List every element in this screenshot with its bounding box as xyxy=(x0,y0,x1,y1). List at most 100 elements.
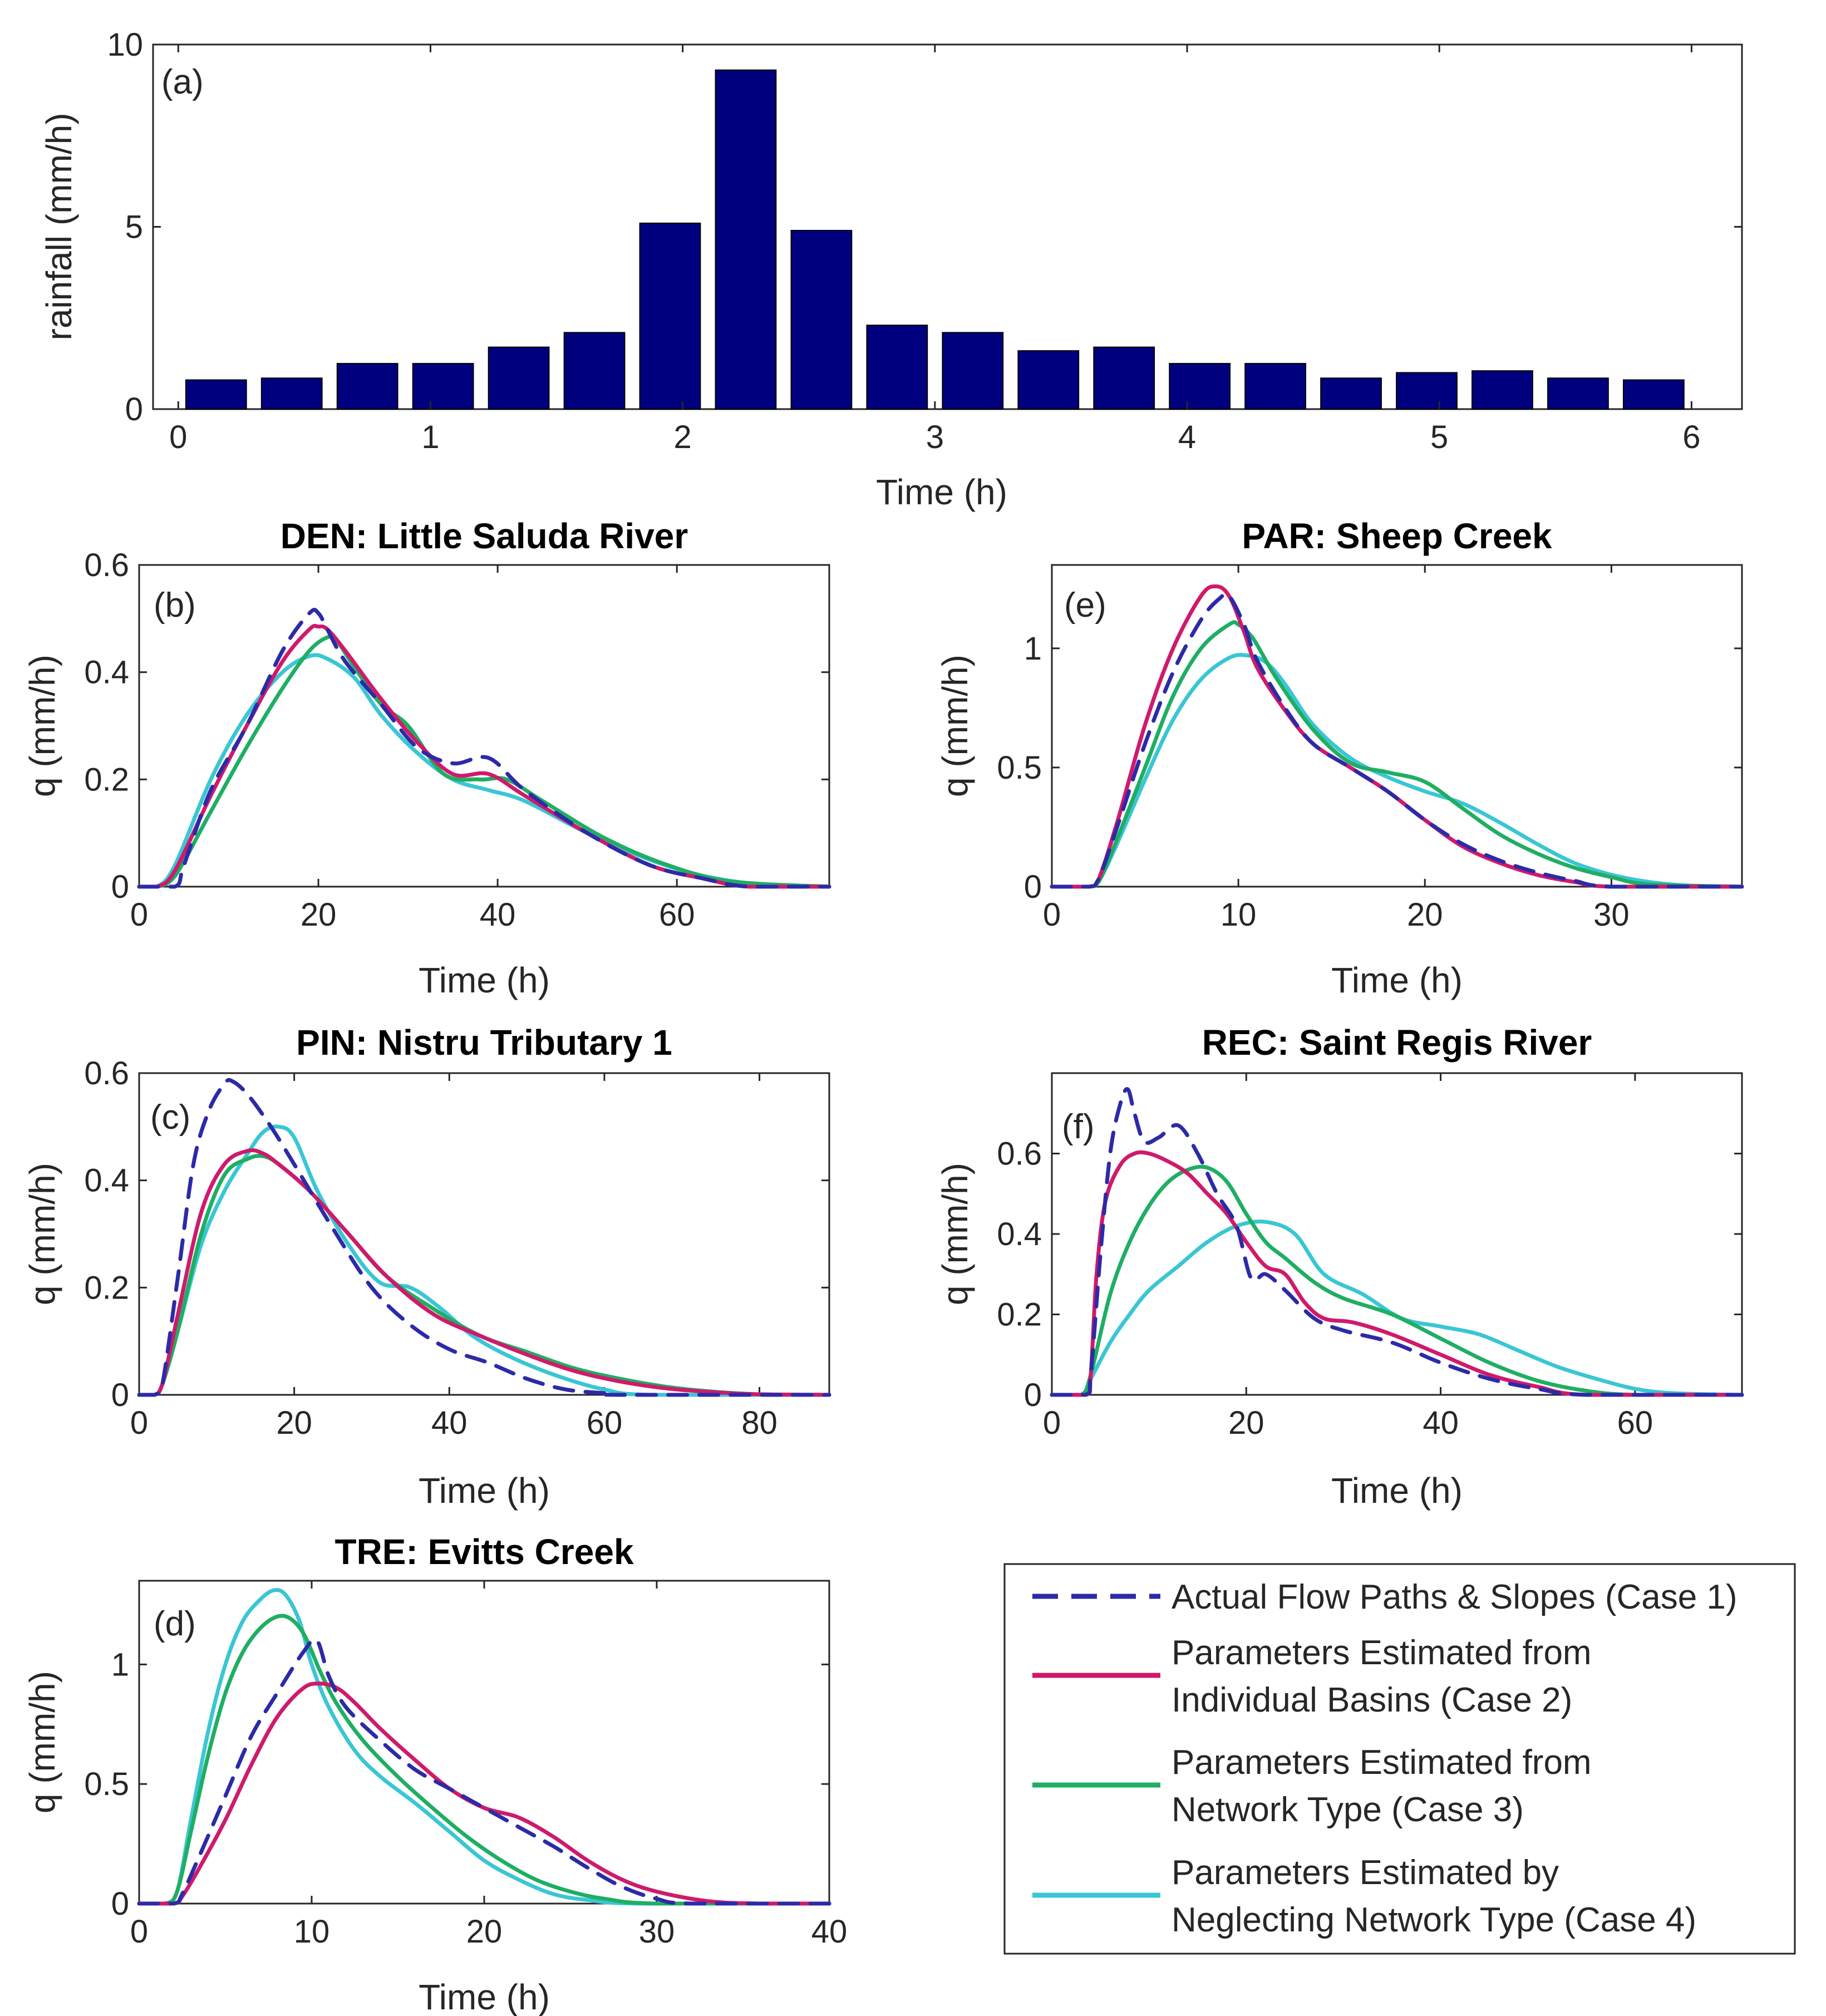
x-tick-label: 0 xyxy=(1043,1405,1061,1441)
panel-f-label: (f) xyxy=(1062,1108,1095,1146)
panel-f-title: REC: Saint Regis River xyxy=(1202,1022,1592,1063)
panel-b-ticks: 0 20 40 60 0 0.2 0.4 0.6 xyxy=(84,547,829,933)
rainfall-bar xyxy=(1244,363,1307,410)
rainfall-bar xyxy=(1017,350,1080,410)
rainfall-bar xyxy=(488,346,550,410)
panel-f-series xyxy=(1050,1087,1744,1397)
x-tick-label: 20 xyxy=(1228,1405,1264,1441)
panel-c-title: PIN: Nistru Tributary 1 xyxy=(296,1022,672,1063)
panel-c-series xyxy=(137,1078,831,1397)
rainfall-bars xyxy=(185,69,1685,410)
panel-c-axes-box xyxy=(138,1072,830,1396)
panel-e-ticks: 0 10 20 30 0 0.5 1 xyxy=(997,565,1742,933)
panel-d-label: (d) xyxy=(154,1605,196,1643)
panel-c-ticks: 0 20 40 60 80 0 0.2 0.4 0.6 xyxy=(84,1055,829,1441)
panel-e-par: PAR: Sheep Creek 0 10 20 30 0 0.5 1 (e) Time (… xyxy=(935,516,1744,1000)
rainfall-bar xyxy=(1396,372,1458,410)
x-tick-label: 30 xyxy=(1593,897,1630,933)
y-tick-label: 0.5 xyxy=(997,750,1042,786)
x-tick-label: 60 xyxy=(587,1405,623,1441)
y-tick-label: 0.6 xyxy=(84,1055,129,1091)
panel-d-axes-box xyxy=(138,1580,830,1905)
series-line-case1 xyxy=(137,1078,831,1397)
series-line-case4 xyxy=(137,1588,831,1906)
rainfall-bar xyxy=(1093,346,1155,410)
series-line-case1 xyxy=(1050,592,1744,889)
legend-label-case4-line1: Parameters Estimated by xyxy=(1172,1853,1559,1892)
rainfall-bar xyxy=(185,379,247,410)
rainfall-bar xyxy=(260,377,323,410)
x-tick-label: 0 xyxy=(130,1914,148,1950)
rainfall-bar xyxy=(790,230,853,410)
panel-b-axes-box xyxy=(138,564,830,888)
panel-b-label: (b) xyxy=(154,586,196,625)
legend-label-case4-line2: Neglecting Network Type (Case 4) xyxy=(1172,1901,1696,1939)
panel-d-ticks: 0 10 20 30 40 0 0.5 1 xyxy=(84,1581,847,1950)
rainfall-bar xyxy=(563,332,626,410)
legend-label-case2-line1: Parameters Estimated from xyxy=(1172,1634,1592,1672)
panel-c-pin: PIN: Nistru Tributary 1 0 20 40 60 80 0 0.2 0.4… xyxy=(22,1022,831,1511)
panel-e-axes-box xyxy=(1051,564,1743,888)
panel-a-ticks: 0 1 2 3 4 5 6 0 5 10 xyxy=(107,27,1742,455)
y-tick-label: 0.6 xyxy=(997,1136,1042,1172)
series-line-case1 xyxy=(137,1638,831,1906)
y-tick-label: 0.2 xyxy=(997,1297,1042,1333)
y-tick-label: 0 xyxy=(125,391,143,427)
series-line-case3 xyxy=(1050,1164,1744,1397)
x-tick-label: 60 xyxy=(1617,1405,1653,1441)
panel-b-title: DEN: Little Saluda River xyxy=(280,516,688,556)
y-tick-label: 0.2 xyxy=(84,1270,129,1306)
x-tick-label: 10 xyxy=(294,1914,330,1950)
panel-d-ylabel: q (mm/h) xyxy=(22,1671,62,1813)
rainfall-bar xyxy=(1320,377,1382,410)
panel-e-ylabel: q (mm/h) xyxy=(935,655,975,797)
panel-e-series xyxy=(1050,584,1744,889)
panel-b-xlabel: Time (h) xyxy=(419,960,550,1000)
x-tick-label: 0 xyxy=(1043,897,1061,933)
y-tick-label: 0 xyxy=(1024,1377,1042,1413)
y-tick-label: 0.2 xyxy=(84,761,129,798)
rainfall-bar xyxy=(639,222,701,410)
y-tick-label: 0 xyxy=(1024,869,1042,905)
x-tick-label: 20 xyxy=(276,1405,312,1441)
series-line-case1 xyxy=(1050,1087,1744,1397)
series-line-case2 xyxy=(1050,584,1744,889)
panel-c-label: (c) xyxy=(150,1098,190,1137)
rainfall-bar xyxy=(1169,363,1231,410)
y-tick-label: 0 xyxy=(111,1886,129,1922)
x-tick-label: 30 xyxy=(639,1914,675,1950)
x-tick-label: 0 xyxy=(130,1405,148,1441)
rainfall-bar xyxy=(1547,377,1609,410)
y-tick-label: 0.4 xyxy=(84,1163,129,1199)
panel-e-label: (e) xyxy=(1064,586,1106,625)
x-tick-label: 2 xyxy=(674,419,692,455)
panel-f-ticks: 0 20 40 60 0 0.2 0.4 0.6 xyxy=(997,1073,1742,1441)
y-tick-label: 1 xyxy=(111,1646,129,1683)
y-tick-label: 0 xyxy=(111,1377,129,1413)
panel-e-xlabel: Time (h) xyxy=(1331,960,1463,1000)
x-tick-label: 4 xyxy=(1178,419,1196,455)
y-tick-label: 0.5 xyxy=(84,1766,129,1802)
rainfall-bar xyxy=(715,69,777,410)
panel-b-series xyxy=(137,608,831,889)
rainfall-bar xyxy=(336,363,398,410)
series-line-case3 xyxy=(137,1614,831,1906)
panel-f-ylabel: q (mm/h) xyxy=(935,1163,975,1305)
y-tick-label: 0 xyxy=(111,869,129,905)
x-tick-label: 40 xyxy=(480,897,516,933)
x-tick-label: 40 xyxy=(431,1405,467,1441)
panel-f-rec: REC: Saint Regis River 0 20 40 60 0 0.2 0.4 0.6… xyxy=(935,1022,1744,1511)
series-line-case4 xyxy=(1050,1220,1744,1397)
panel-d-title: TRE: Evitts Creek xyxy=(334,1532,633,1572)
panel-d-series xyxy=(137,1588,831,1906)
y-tick-label: 0.6 xyxy=(84,547,129,583)
series-line-case2 xyxy=(137,1148,831,1397)
panel-a-rainfall: 0 1 2 3 4 5 6 0 5 10 (a) Time (h) rainfall (mm/h) xyxy=(39,27,1743,512)
series-line-case2 xyxy=(137,1681,831,1906)
legend-label-case3-line2: Network Type (Case 3) xyxy=(1172,1791,1524,1829)
panel-a-label: (a) xyxy=(161,63,204,101)
legend-box xyxy=(1003,1563,1796,1955)
panel-d-xlabel: Time (h) xyxy=(419,1977,550,2016)
panel-f-xlabel: Time (h) xyxy=(1331,1471,1463,1511)
series-line-case1 xyxy=(137,608,831,889)
